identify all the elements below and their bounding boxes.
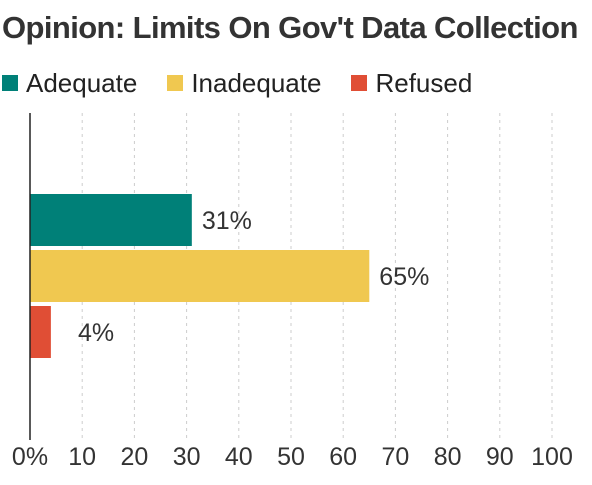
chart-title: Opinion: Limits On Gov't Data Collection — [2, 10, 578, 45]
legend-label-adequate: Adequate — [26, 67, 138, 98]
x-tick-label: 60 — [329, 443, 357, 471]
legend: Adequate Inadequate Refused — [2, 66, 502, 100]
data-label-refused: 4% — [78, 319, 114, 347]
legend-label-refused: Refused — [375, 67, 473, 98]
data-label-adequate: 31% — [202, 207, 252, 235]
legend-item-inadequate: Inadequate — [167, 68, 321, 99]
x-tick-label: 0% — [12, 443, 48, 471]
bar-refused — [30, 306, 51, 358]
legend-swatch-refused — [351, 75, 368, 91]
x-tick-label: 10 — [68, 443, 96, 471]
x-tick-label: 30 — [173, 443, 201, 471]
x-tick-label: 80 — [434, 443, 462, 471]
legend-item-adequate: Adequate — [2, 68, 137, 99]
bar-inadequate — [30, 250, 370, 302]
x-tick-label: 90 — [486, 443, 514, 471]
x-tick-label: 40 — [225, 443, 253, 471]
x-tick-label: 70 — [381, 443, 409, 471]
x-tick-label: 100 — [531, 443, 573, 471]
legend-swatch-adequate — [2, 75, 18, 91]
legend-item-refused: Refused — [351, 68, 472, 99]
legend-swatch-inadequate — [167, 75, 184, 91]
x-tick-label: 50 — [277, 443, 305, 471]
bar-adequate — [30, 194, 192, 246]
x-tick-label: 20 — [120, 443, 148, 471]
data-label-inadequate: 65% — [379, 263, 429, 291]
legend-label-inadequate: Inadequate — [191, 67, 322, 98]
